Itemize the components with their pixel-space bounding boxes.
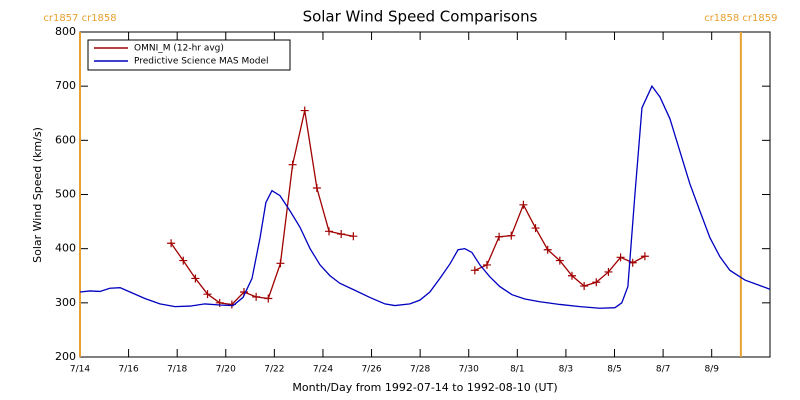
y-tick-label: 300 — [55, 296, 76, 309]
data-point — [252, 292, 261, 301]
chart-title: Solar Wind Speed Comparisons — [303, 8, 538, 26]
y-tick-label: 200 — [55, 350, 76, 363]
plot-frame — [79, 31, 771, 358]
data-point — [179, 256, 188, 265]
series-line — [474, 203, 646, 287]
x-tick-label: 7/18 — [167, 365, 187, 375]
x-tick-label: 7/22 — [264, 365, 284, 375]
x-tick-label: 7/14 — [70, 365, 90, 375]
data-point — [555, 256, 564, 265]
carrington-label: cr1858 cr1859 — [704, 13, 777, 24]
x-tick-label: 7/16 — [118, 365, 138, 375]
data-point — [300, 106, 309, 115]
y-axis-label: Solar Wind Speed (km/s) — [31, 127, 44, 263]
data-point — [167, 239, 176, 248]
x-tick-label: 7/28 — [410, 365, 430, 375]
data-point — [191, 274, 200, 283]
x-tick-label: 7/24 — [313, 365, 333, 375]
x-tick-label: 7/26 — [361, 365, 381, 375]
data-point — [519, 200, 528, 209]
data-point — [203, 290, 212, 299]
x-tick-label: 7/20 — [216, 365, 236, 375]
y-tick-label: 600 — [55, 133, 76, 146]
y-tick-label: 400 — [55, 242, 76, 255]
data-point — [543, 245, 552, 254]
x-axis-label: Month/Day from 1992-07-14 to 1992-08-10 … — [292, 381, 557, 394]
data-point — [349, 232, 358, 241]
x-tick-label: 8/7 — [656, 365, 670, 375]
data-point — [495, 232, 504, 241]
x-tick-label: 8/3 — [559, 365, 573, 375]
data-point — [531, 224, 540, 233]
data-point — [288, 160, 297, 169]
y-tick-label: 800 — [55, 25, 76, 38]
data-point — [640, 252, 649, 261]
legend-label: Predictive Science MAS Model — [134, 57, 269, 67]
data-point — [567, 271, 576, 280]
x-tick-label: 8/5 — [607, 365, 621, 375]
data-point — [264, 294, 273, 303]
data-point — [507, 231, 516, 240]
data-point — [482, 260, 491, 269]
data-point — [325, 227, 334, 236]
y-tick-label: 700 — [55, 79, 76, 92]
x-tick-label: 8/1 — [510, 365, 524, 375]
series-line — [170, 110, 354, 306]
legend-box — [87, 39, 291, 71]
y-tick-label: 500 — [55, 188, 76, 201]
x-tick-label: 8/9 — [704, 365, 719, 375]
data-point — [580, 282, 589, 291]
data-point — [337, 230, 346, 239]
data-point — [604, 267, 613, 276]
data-point — [592, 278, 601, 287]
series-line — [79, 84, 771, 309]
data-point — [470, 266, 479, 275]
data-point — [312, 184, 321, 192]
x-tick-label: 7/30 — [459, 365, 479, 375]
data-point — [616, 253, 625, 262]
data-point — [276, 259, 285, 268]
carrington-label: cr1857 cr1858 — [43, 13, 116, 24]
legend-label: OMNI_M (12-hr avg) — [134, 44, 224, 54]
